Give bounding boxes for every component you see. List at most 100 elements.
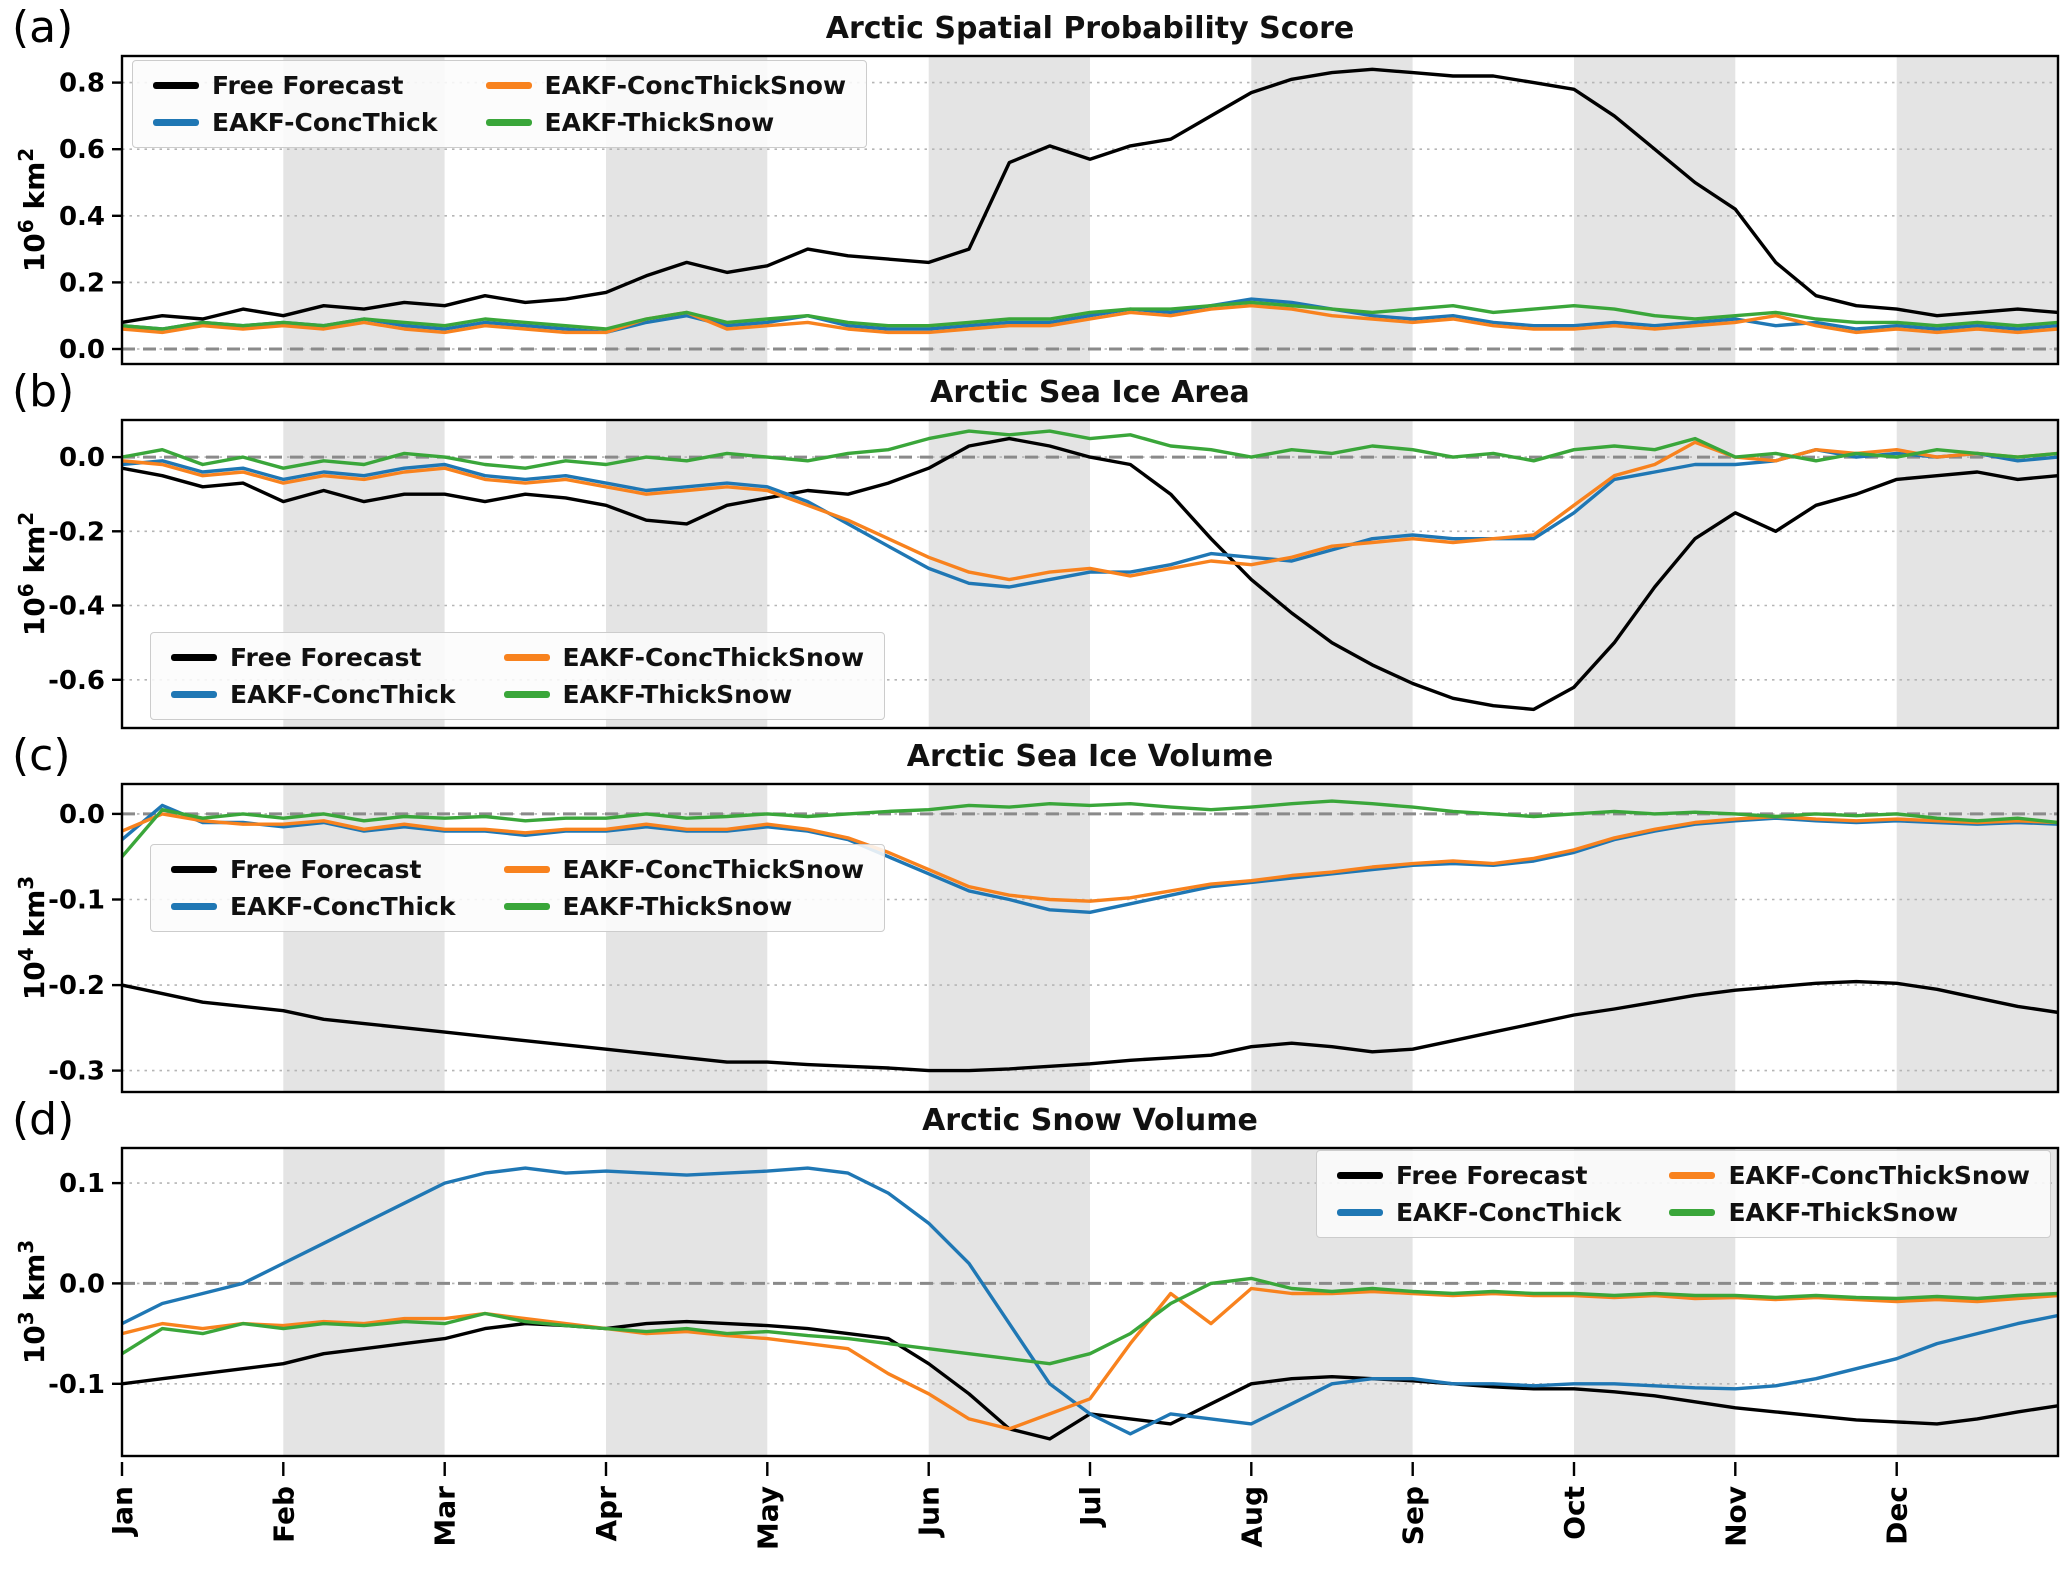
series-line-free-forecast — [122, 436, 2058, 712]
legend-entry-free-forecast: Free Forecast — [1336, 1161, 1622, 1190]
legend-entry-eakf-concthick: EAKF-ConcThick — [1336, 1198, 1622, 1227]
series-line-eakf-concthick — [122, 297, 2058, 335]
shaded-month-band — [283, 784, 445, 1092]
legend-swatch-eakf-thicksnow — [503, 691, 550, 698]
legend-label: EAKF-ConcThickSnow — [544, 71, 847, 100]
legend-swatch-eakf-thicksnow — [1669, 1209, 1716, 1216]
x-tick-label: Jul — [1074, 1486, 1107, 1528]
y-tick-label: -0.2 — [48, 971, 105, 1001]
series-line-eakf-concthick — [122, 1166, 2058, 1436]
legend-label: Free Forecast — [1395, 1161, 1588, 1190]
legend-label: EAKF-ThickSnow — [562, 680, 793, 709]
y-tick-label: 0.0 — [59, 1269, 105, 1299]
legend-label: EAKF-ConcThick — [230, 680, 456, 709]
series-line-eakf-thicksnow — [122, 799, 2058, 859]
x-tick-label: Apr — [590, 1486, 623, 1542]
legend-label: EAKF-ConcThick — [212, 108, 438, 137]
legend-label: EAKF-ThickSnow — [562, 892, 793, 921]
shaded-month-band — [283, 1148, 445, 1456]
series-line-eakf-thicksnow — [122, 429, 2058, 470]
shaded-month-band — [928, 1148, 1090, 1456]
y-tick-label: -0.1 — [48, 1370, 105, 1400]
legend-label: EAKF-ConcThick — [1395, 1198, 1622, 1227]
series-line-eakf-concthicksnow — [122, 812, 2058, 903]
panel-d-plot-area: 0.1 0.0 -0.1 103 km3 (d) Free Forecast EAKF-… — [0, 1098, 2067, 1462]
y-axis-label: 106 km2 — [14, 512, 51, 636]
legend-swatch-eakf-thicksnow — [503, 903, 550, 910]
y-axis-label: 104 km3 — [14, 876, 51, 1000]
y-tick-label: -0.1 — [48, 886, 105, 916]
legend-entry-eakf-concthicksnow: EAKF-ConcThickSnow — [485, 71, 847, 100]
legend-swatch-free-forecast — [171, 866, 217, 873]
shaded-month-band — [1574, 784, 1736, 1092]
panel-d-legend: Free Forecast EAKF-ConcThick EAKF-ConcThic… — [1315, 1150, 2051, 1238]
legend-label: EAKF-ConcThickSnow — [562, 855, 865, 884]
x-tick-label: Feb — [267, 1486, 300, 1543]
legend-label: EAKF-ConcThickSnow — [562, 643, 865, 672]
panel-a-letter: (a) — [12, 2, 74, 53]
legend-entry-eakf-concthick: EAKF-ConcThick — [171, 892, 456, 921]
legend-swatch-eakf-thicksnow — [485, 119, 532, 126]
plot-border — [120, 54, 2060, 366]
panel-b-letter: (b) — [12, 366, 75, 417]
panel-a-title: Arctic Spatial Probability Score — [825, 11, 1355, 46]
y-tick-label: -0.6 — [48, 666, 105, 696]
legend-swatch-eakf-concthicksnow — [485, 82, 532, 89]
series-line-free-forecast — [122, 979, 2058, 1073]
panel-b-legend: Free Forecast EAKF-ConcThick EAKF-ConcThic… — [150, 632, 886, 720]
panel-c-legend: Free Forecast EAKF-ConcThick EAKF-ConcThic… — [150, 844, 886, 932]
legend-swatch-eakf-concthicksnow — [503, 654, 550, 661]
legend-entry-free-forecast: Free Forecast — [171, 855, 456, 884]
legend-swatch-eakf-concthicksnow — [1669, 1172, 1716, 1179]
legend-entry-eakf-thicksnow: EAKF-ThickSnow — [1669, 1198, 2030, 1227]
shaded-month-band — [1896, 420, 2058, 728]
x-axis-months: Jan Feb Mar Apr May Jun Jul Aug Sep Oct Nov Dec — [106, 1462, 1914, 1550]
series-line-eakf-thicksnow — [122, 1276, 2058, 1366]
panel-b-title: Arctic Sea Ice Area — [930, 375, 1250, 410]
panel-c-plot: 0.0 -0.1 -0.2 -0.3 104 km3 — [14, 782, 2060, 1094]
x-tick-label: Oct — [1558, 1486, 1591, 1540]
legend-label: Free Forecast — [230, 855, 422, 884]
x-tick-label: Aug — [1235, 1486, 1268, 1548]
panel-c: Arctic Sea Ice Volume 0.0 -0.1 -0.2 -0.3 104… — [0, 734, 2067, 1098]
legend-swatch-free-forecast — [171, 654, 217, 661]
plot-border — [120, 1146, 2060, 1458]
legend-swatch-eakf-concthick — [153, 119, 199, 126]
series-line-eakf-concthick — [122, 448, 2058, 589]
y-axis-label: 106 km2 — [14, 148, 51, 272]
legend-swatch-eakf-concthick — [171, 903, 217, 910]
panel-a-plot-area: 0.8 0.6 0.4 0.2 0.0 106 km2 (a) Free Forecast… — [0, 6, 2067, 370]
shaded-month-band — [1251, 420, 1413, 728]
panel-c-letter: (c) — [12, 730, 71, 781]
x-tick-label: Mar — [429, 1486, 462, 1547]
panel-d-title: Arctic Snow Volume — [922, 1103, 1258, 1138]
shaded-month-band — [606, 784, 768, 1092]
legend-label: EAKF-ConcThickSnow — [1728, 1161, 2030, 1190]
panel-a-legend: Free Forecast EAKF-ConcThick EAKF-ConcThic… — [132, 60, 868, 148]
panel-b: Arctic Sea Ice Area 0.0 -0.2 -0.4 -0.6 106 k… — [0, 370, 2067, 734]
legend-label: Free Forecast — [230, 643, 422, 672]
shaded-month-band — [606, 1148, 768, 1456]
y-tick-label: 0.8 — [59, 69, 105, 99]
legend-entry-free-forecast: Free Forecast — [171, 643, 456, 672]
y-tick-label: 0.0 — [59, 335, 105, 365]
legend-label: EAKF-ConcThick — [230, 892, 456, 921]
y-tick-label: 0.4 — [59, 202, 105, 232]
legend-entry-eakf-thicksnow: EAKF-ThickSnow — [485, 108, 847, 137]
y-tick-label: 0.0 — [59, 443, 105, 473]
legend-entry-eakf-concthicksnow: EAKF-ConcThickSnow — [503, 643, 865, 672]
legend-label: Free Forecast — [212, 71, 404, 100]
legend-swatch-free-forecast — [1336, 1172, 1383, 1179]
legend-swatch-eakf-concthick — [1336, 1209, 1383, 1216]
y-tick-label: 0.1 — [59, 1169, 105, 1199]
y-tick-label: -0.2 — [48, 517, 105, 547]
panel-b-plot-area: 0.0 -0.2 -0.4 -0.6 106 km2 (b) Free Forecast… — [0, 370, 2067, 734]
series-line-free-forecast — [122, 67, 2058, 325]
y-tick-label: 0.6 — [59, 135, 105, 165]
x-tick-label: Jun — [913, 1486, 946, 1538]
legend-entry-eakf-concthicksnow: EAKF-ConcThickSnow — [503, 855, 865, 884]
x-tick-label: Nov — [1719, 1486, 1752, 1547]
legend-entry-eakf-thicksnow: EAKF-ThickSnow — [503, 680, 865, 709]
legend-entry-eakf-concthick: EAKF-ConcThick — [171, 680, 456, 709]
